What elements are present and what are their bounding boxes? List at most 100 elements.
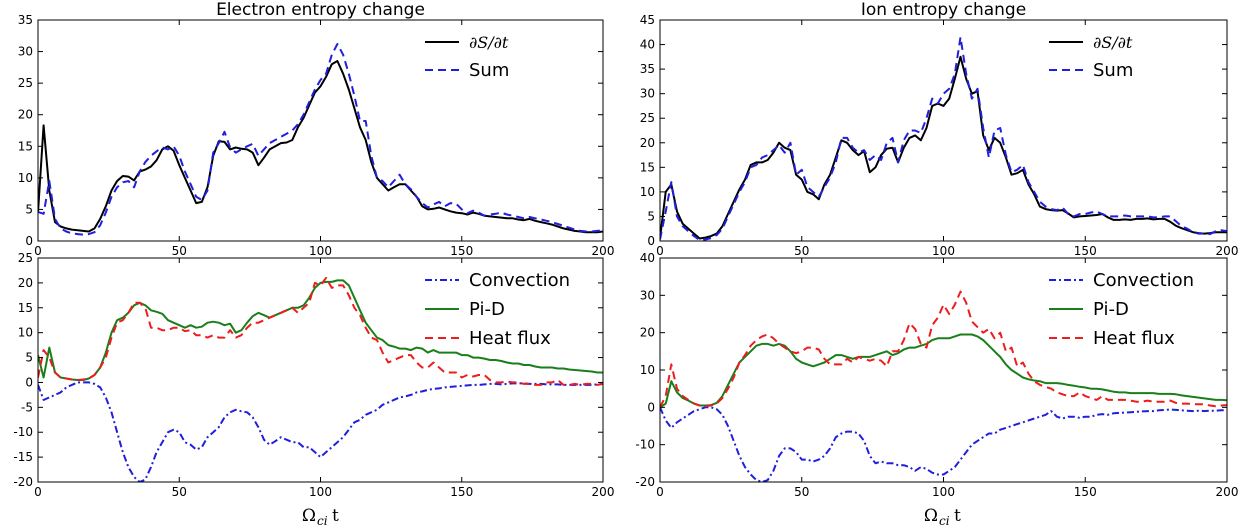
series-group bbox=[38, 276, 603, 482]
y-tick-label: 0 bbox=[647, 400, 655, 414]
y-tick-label: 20 bbox=[640, 136, 655, 150]
y-tick-label: 20 bbox=[18, 108, 33, 122]
x-tick-label: 150 bbox=[1074, 244, 1097, 258]
series-line-heat-flux bbox=[660, 290, 1227, 408]
series-line--s-t bbox=[38, 60, 603, 234]
x-tick-label: 200 bbox=[1216, 485, 1239, 499]
y-tick-label: -20 bbox=[635, 475, 655, 489]
svg-text:Ω: Ω bbox=[302, 506, 316, 526]
y-tick-label: -10 bbox=[635, 438, 655, 452]
legend-label: Heat flux bbox=[469, 328, 551, 349]
svg-text:ci: ci bbox=[317, 514, 328, 527]
legend-label: Convection bbox=[469, 270, 570, 291]
panel-electron-top: 0 50 100 150 200 0 5 10 15 20 25 30 35 Electron entro… bbox=[18, 0, 615, 258]
y-tick-label: 5 bbox=[647, 209, 655, 223]
y-tick-label: 5 bbox=[25, 202, 33, 216]
panel-ion-top: 0 50 100 150 200 0 5 10 15 20 25 30 35 40 45 Ion entrop… bbox=[640, 0, 1239, 258]
series-line-convection bbox=[660, 406, 1227, 482]
series-group bbox=[660, 290, 1227, 482]
y-tick-label: 20 bbox=[18, 276, 33, 290]
chart-title: Electron entropy change bbox=[216, 0, 425, 20]
series-group bbox=[38, 43, 603, 236]
y-tick-label: 45 bbox=[640, 13, 655, 27]
x-tick-label: 0 bbox=[34, 485, 42, 499]
x-tick-label: 150 bbox=[1074, 485, 1097, 499]
x-tick-label: 0 bbox=[656, 244, 664, 258]
y-tick-label: -20 bbox=[13, 475, 33, 489]
y-tick-label: 10 bbox=[640, 185, 655, 199]
y-tick-label: -15 bbox=[13, 450, 33, 464]
x-axis-label-left: Ω ci t bbox=[302, 506, 339, 527]
series-line-sum bbox=[38, 43, 603, 236]
legend-label: Pi-D bbox=[1093, 299, 1129, 320]
legend-label: Pi-D bbox=[469, 299, 505, 320]
y-tick-label: 25 bbox=[18, 76, 33, 90]
svg-text:t: t bbox=[954, 506, 961, 526]
y-tick-label: 25 bbox=[18, 251, 33, 265]
legend: ∂S/∂t Sum bbox=[425, 33, 509, 81]
legend-label: ∂S/∂t bbox=[1093, 33, 1133, 52]
y-tick-label: 40 bbox=[640, 251, 655, 265]
chart-title: Ion entropy change bbox=[861, 0, 1026, 20]
x-tick-label: 200 bbox=[592, 485, 615, 499]
y-tick-label: 30 bbox=[640, 288, 655, 302]
y-tick-label: 0 bbox=[25, 375, 33, 389]
legend-label: Convection bbox=[1093, 270, 1194, 291]
x-tick-label: 200 bbox=[592, 244, 615, 258]
y-tick-label: 10 bbox=[640, 363, 655, 377]
y-tick-label: 15 bbox=[18, 301, 33, 315]
axes-frame bbox=[659, 257, 1228, 483]
x-tick-label: 0 bbox=[34, 244, 42, 258]
series-group bbox=[660, 36, 1227, 241]
series-line-heat-flux bbox=[38, 276, 603, 386]
legend-label: Sum bbox=[469, 60, 509, 81]
legend-label: Heat flux bbox=[1093, 328, 1175, 349]
axes-frame bbox=[659, 19, 1228, 242]
x-tick-label: 200 bbox=[1216, 244, 1239, 258]
y-tick-label: 15 bbox=[18, 139, 33, 153]
x-tick-label: 150 bbox=[450, 244, 473, 258]
x-tick-label: 100 bbox=[309, 485, 332, 499]
legend-label: ∂S/∂t bbox=[469, 33, 509, 52]
x-tick-label: 50 bbox=[794, 244, 809, 258]
y-tick-label: -10 bbox=[13, 425, 33, 439]
x-tick-label: 100 bbox=[932, 485, 955, 499]
y-tick-label: 10 bbox=[18, 171, 33, 185]
y-tick-label: -5 bbox=[21, 400, 33, 414]
x-tick-label: 100 bbox=[309, 244, 332, 258]
y-tick-label: 10 bbox=[18, 326, 33, 340]
x-tick-label: 150 bbox=[450, 485, 473, 499]
y-tick-label: 40 bbox=[640, 38, 655, 52]
x-tick-label: 50 bbox=[794, 485, 809, 499]
y-tick-label: 25 bbox=[640, 111, 655, 125]
svg-text:Ω: Ω bbox=[924, 506, 938, 526]
legend: ∂S/∂t Sum bbox=[1049, 33, 1133, 81]
y-tick-label: 20 bbox=[640, 326, 655, 340]
axes-frame bbox=[37, 19, 604, 242]
legend: Convection Pi-D Heat flux bbox=[1049, 270, 1194, 349]
x-tick-label: 100 bbox=[932, 244, 955, 258]
y-tick-label: 30 bbox=[640, 87, 655, 101]
svg-text:t: t bbox=[332, 506, 339, 526]
y-tick-label: 5 bbox=[25, 351, 33, 365]
y-tick-label: 35 bbox=[640, 62, 655, 76]
y-tick-label: 30 bbox=[18, 45, 33, 59]
y-tick-label: 0 bbox=[25, 234, 33, 248]
legend: Convection Pi-D Heat flux bbox=[425, 270, 570, 349]
x-tick-label: 50 bbox=[172, 244, 187, 258]
axes-frame bbox=[37, 257, 604, 483]
x-tick-label: 50 bbox=[172, 485, 187, 499]
x-axis-label-right: Ω ci t bbox=[924, 506, 961, 527]
svg-text:ci: ci bbox=[939, 514, 950, 527]
series-line--s-t bbox=[660, 55, 1227, 240]
x-tick-label: 0 bbox=[656, 485, 664, 499]
y-tick-label: 15 bbox=[640, 160, 655, 174]
y-tick-label: 35 bbox=[18, 13, 33, 27]
y-tick-label: 0 bbox=[647, 234, 655, 248]
legend-label: Sum bbox=[1093, 60, 1133, 81]
panel-electron-bottom: 0 50 100 150 200 -20 -15 -10 -5 0 5 10 15 20 25 Convect… bbox=[13, 251, 614, 499]
series-line-pi-d bbox=[660, 333, 1227, 409]
series-line-sum bbox=[660, 36, 1227, 241]
series-line-convection bbox=[38, 381, 603, 482]
